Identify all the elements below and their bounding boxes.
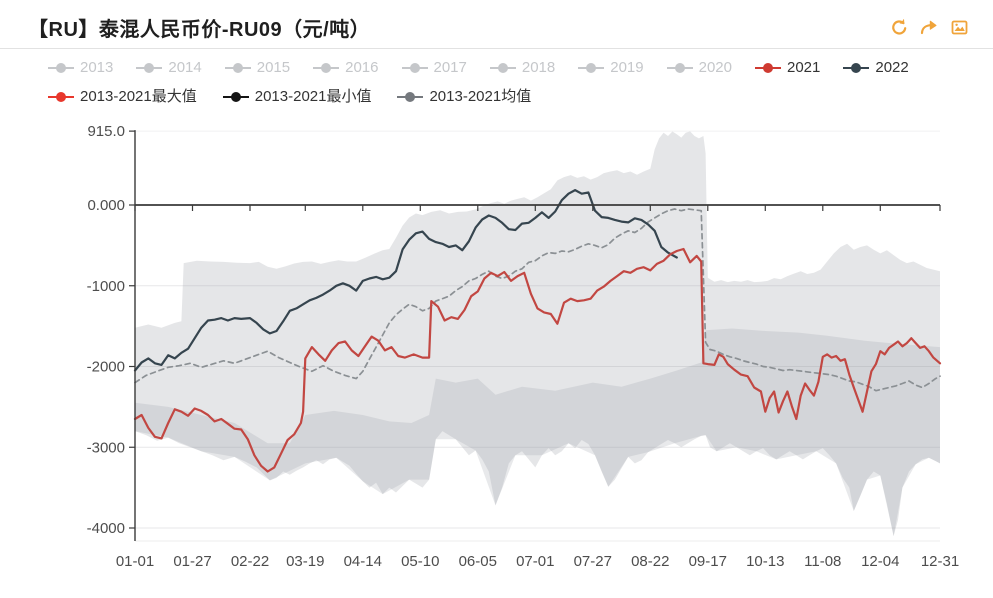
header-divider bbox=[0, 48, 993, 49]
legend-item-2013-2021均值[interactable]: 2013-2021均值 bbox=[397, 87, 531, 107]
legend-row-years: 2013 2014 2015 2016 2017 2018 2019 2020 2021 2022 bbox=[48, 57, 973, 79]
legend-label: 2018 bbox=[521, 59, 556, 76]
legend-item-2015[interactable]: 2015 bbox=[224, 58, 291, 78]
legend-label: 2013-2021最小值 bbox=[254, 88, 372, 105]
y-tick-label: 0.000 bbox=[87, 197, 125, 214]
series-line-2021 bbox=[133, 247, 942, 473]
legend-label: 2013 bbox=[80, 59, 114, 76]
legend-marker-icon bbox=[401, 63, 428, 73]
legend-item-2013-2021最大值[interactable]: 2013-2021最大值 bbox=[48, 87, 197, 107]
band-2013-2021核心区间 bbox=[135, 328, 940, 537]
x-tick-label: 11-08 bbox=[804, 553, 841, 570]
legend-marker-icon bbox=[48, 63, 74, 73]
legend-item-2021[interactable]: 2021 bbox=[755, 58, 820, 78]
x-tick-label: 02-22 bbox=[231, 553, 269, 570]
legend-marker-icon bbox=[755, 63, 781, 73]
legend-marker-icon bbox=[222, 92, 249, 102]
legend-marker-icon bbox=[136, 63, 163, 73]
x-tick-label: 01-27 bbox=[173, 553, 211, 570]
x-tick-label: 01-01 bbox=[116, 553, 154, 570]
legend-item-2020[interactable]: 2020 bbox=[666, 58, 732, 78]
legend-item-2017[interactable]: 2017 bbox=[401, 58, 467, 78]
page-title: 【RU】泰混人民币价-RU09（元/吨） bbox=[28, 18, 371, 41]
series-line-2013-2021均值 bbox=[134, 208, 941, 392]
legend-marker-icon bbox=[666, 63, 693, 73]
x-tick-label: 10-13 bbox=[746, 553, 784, 570]
legend-marker-icon bbox=[578, 63, 605, 73]
legend-label: 2022 bbox=[875, 59, 909, 76]
y-tick-label: -2000 bbox=[87, 359, 125, 376]
refresh-icon[interactable] bbox=[889, 17, 909, 37]
series-line-2022 bbox=[133, 189, 678, 372]
legend-item-2013-2021最小值[interactable]: 2013-2021最小值 bbox=[222, 87, 372, 107]
save-image-icon[interactable] bbox=[949, 17, 969, 37]
legend-row-aggregates: 2013-2021最大值 2013-2021最小值 2013-2021均值 bbox=[48, 86, 973, 108]
legend-label: 2013-2021均值 bbox=[429, 88, 532, 105]
legend-label: 2021 bbox=[787, 59, 821, 76]
legend-label: 2014 bbox=[168, 59, 202, 76]
legend-item-2013[interactable]: 2013 bbox=[48, 58, 113, 78]
legend-label: 2019 bbox=[610, 59, 644, 76]
legend-item-2014[interactable]: 2014 bbox=[136, 58, 202, 78]
x-tick-label: 12-04 bbox=[861, 553, 899, 570]
x-tick-label: 04-14 bbox=[344, 553, 382, 570]
legend-marker-icon bbox=[48, 92, 74, 102]
y-tick-label: 915.0 bbox=[87, 123, 125, 140]
legend-label: 2015 bbox=[256, 59, 291, 76]
x-tick-label: 09-17 bbox=[689, 553, 727, 570]
legend-label: 2017 bbox=[433, 59, 467, 76]
legend-marker-icon bbox=[313, 63, 340, 73]
x-tick-label: 07-27 bbox=[574, 553, 612, 570]
x-tick-label: 05-10 bbox=[401, 553, 439, 570]
x-tick-label: 12-31 bbox=[921, 553, 959, 570]
legend-label: 2013-2021最大值 bbox=[80, 88, 197, 105]
band-2013-2021范围带 bbox=[135, 131, 940, 537]
chart-toolbar bbox=[889, 17, 969, 37]
y-tick-label: -1000 bbox=[87, 278, 125, 295]
chart-header: 【RU】泰混人民币价-RU09（元/吨） bbox=[28, 8, 969, 46]
legend-label: 2016 bbox=[345, 59, 379, 76]
x-tick-label: 08-22 bbox=[631, 553, 669, 570]
x-tick-label: 03-19 bbox=[286, 553, 324, 570]
legend-marker-icon bbox=[843, 63, 870, 73]
legend-item-2018[interactable]: 2018 bbox=[489, 58, 556, 78]
export-icon[interactable] bbox=[919, 17, 939, 37]
legend-marker-icon bbox=[224, 63, 251, 73]
legend-item-2016[interactable]: 2016 bbox=[313, 58, 379, 78]
legend-label: 2020 bbox=[698, 59, 732, 76]
legend-marker-icon bbox=[397, 92, 424, 102]
y-tick-label: -4000 bbox=[87, 520, 125, 537]
x-tick-label: 07-01 bbox=[516, 553, 554, 570]
legend-marker-icon bbox=[489, 63, 516, 73]
legend-item-2019[interactable]: 2019 bbox=[578, 58, 644, 78]
y-tick-label: -3000 bbox=[87, 439, 125, 456]
legend-item-2022[interactable]: 2022 bbox=[843, 58, 909, 78]
x-tick-label: 06-05 bbox=[459, 553, 497, 570]
